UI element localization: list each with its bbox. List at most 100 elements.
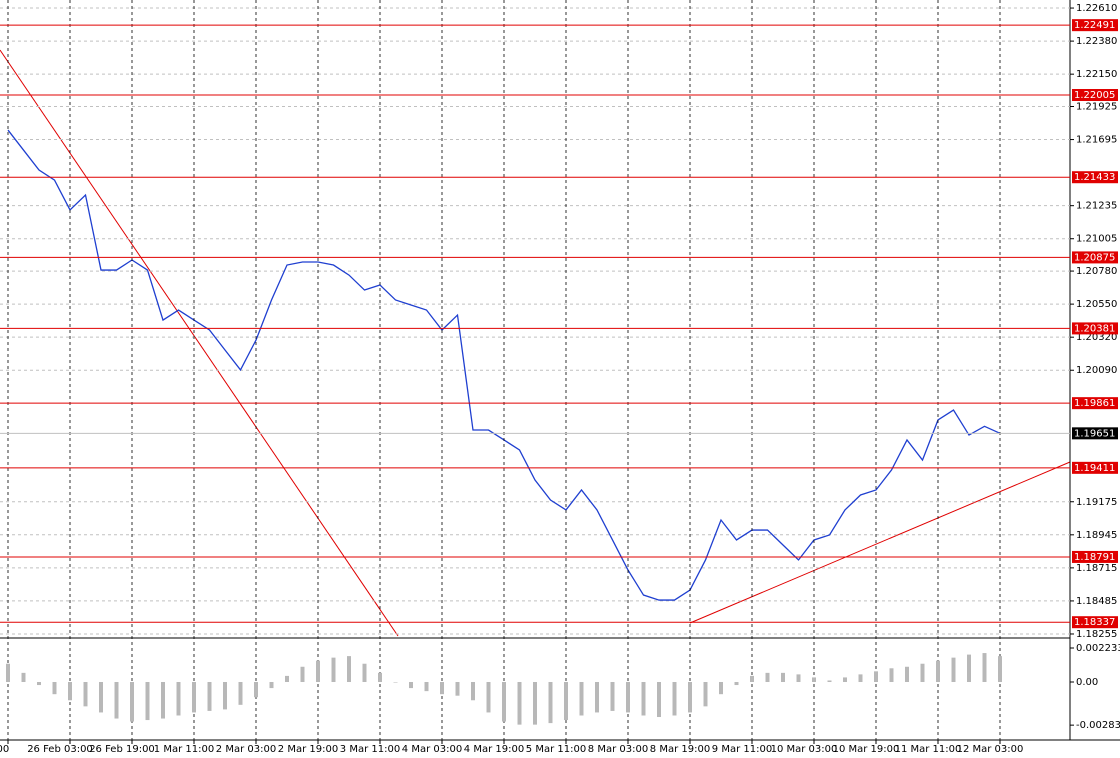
macd-bar — [114, 681, 119, 719]
macd-bar — [936, 660, 940, 682]
y-tick-label: 1.21235 — [1076, 201, 1117, 212]
macd-bar — [951, 657, 956, 682]
macd-bar — [765, 672, 770, 682]
macd-bar — [316, 660, 320, 682]
x-tick-label: 12 Mar 03:00 — [957, 744, 1024, 755]
level-label: 1.21433 — [1074, 172, 1115, 183]
macd-bar — [362, 663, 367, 682]
macd-bar — [533, 681, 537, 725]
x-tick-label: 10 Mar 19:00 — [833, 744, 900, 755]
x-tick-label: 2 Mar 03:00 — [216, 744, 276, 755]
macd-bar — [409, 681, 413, 689]
macd-bar — [905, 666, 909, 682]
macd-bar — [889, 668, 894, 682]
macd-bar — [192, 681, 196, 713]
level-box — [1072, 461, 1118, 474]
macd-bar — [564, 681, 568, 721]
x-tick-label: 5 Mar 11:00 — [526, 744, 586, 755]
macd-bar — [21, 672, 26, 682]
macd-bar — [626, 681, 630, 713]
macd-bar — [641, 681, 646, 716]
macd-bar — [703, 681, 708, 707]
macd-bar — [595, 681, 599, 713]
macd-bar — [548, 681, 553, 724]
macd-bar — [967, 654, 971, 682]
level-box — [1072, 251, 1118, 264]
macd-bar — [83, 681, 88, 707]
x-tick-label: 10 Mar 03:00 — [771, 744, 838, 755]
macd-bar — [874, 671, 878, 682]
macd-bar — [486, 681, 491, 713]
y-tick-label: -0.002834 — [1076, 720, 1120, 731]
y-tick-label: 1.18255 — [1076, 629, 1117, 640]
macd-bar — [610, 681, 615, 711]
level-box — [1072, 19, 1118, 32]
macd-bar — [657, 681, 661, 718]
macd-bar — [300, 666, 305, 682]
y-tick-label: 0.00 — [1076, 677, 1098, 688]
macd-bar — [254, 681, 258, 698]
macd-bar — [672, 681, 677, 716]
macd-bar — [719, 681, 723, 695]
level-label: 1.19411 — [1074, 463, 1115, 474]
x-tick-label: 26 Feb 03:00 — [27, 744, 93, 755]
macd-bar — [207, 681, 212, 711]
macd-bar — [579, 681, 584, 716]
x-tick-label: 26 Feb 19:00 — [89, 744, 155, 755]
y-tick-label: 1.18715 — [1076, 563, 1117, 574]
level-label: 1.22491 — [1074, 20, 1115, 31]
level-label: 1.20875 — [1074, 252, 1115, 263]
macd-bar — [238, 681, 243, 705]
macd-bar — [781, 672, 785, 682]
x-tick-label: 2 Mar 19:00 — [278, 744, 338, 755]
macd-bar — [347, 656, 351, 682]
y-tick-label: 1.20090 — [1076, 365, 1117, 376]
macd-bar — [734, 681, 739, 686]
trend-line — [0, 49, 399, 637]
macd-bar — [982, 653, 987, 682]
level-box — [1072, 171, 1118, 184]
current-price-label: 1.19651 — [1074, 428, 1115, 439]
level-label: 1.18791 — [1074, 552, 1115, 563]
macd-bar — [424, 681, 429, 692]
y-tick-label: 1.21695 — [1076, 135, 1117, 146]
level-box — [1072, 550, 1118, 563]
y-tick-label: 1.22380 — [1076, 36, 1117, 47]
macd-bar — [161, 681, 165, 719]
trend-line — [689, 461, 1071, 624]
macd-bar — [455, 681, 460, 696]
x-tick-label: 1:00 — [0, 744, 9, 755]
y-tick-label: 1.21005 — [1076, 234, 1117, 245]
y-tick-label: 1.20320 — [1076, 332, 1117, 343]
macd-bar — [223, 681, 227, 710]
level-box — [1072, 89, 1118, 102]
macd-bar — [796, 674, 801, 682]
macd-bar — [176, 681, 181, 716]
macd-bar — [471, 681, 475, 701]
macd-bar — [812, 677, 816, 682]
x-tick-label: 9 Mar 11:00 — [712, 744, 772, 755]
y-tick-label: 0.002233 — [1076, 643, 1120, 654]
macd-bar — [440, 681, 444, 695]
macd-bar — [750, 675, 754, 682]
macd-bar — [502, 681, 506, 722]
macd-bar — [517, 681, 522, 725]
macd-bar — [68, 681, 72, 701]
macd-bar — [6, 663, 10, 682]
level-label: 1.20381 — [1074, 323, 1115, 334]
macd-bar — [688, 681, 692, 713]
macd-bar — [843, 677, 847, 682]
macd-bar — [130, 681, 134, 722]
macd-bar — [378, 672, 382, 682]
x-tick-label: 8 Mar 03:00 — [588, 744, 648, 755]
level-box — [1072, 616, 1118, 629]
y-tick-label: 1.20780 — [1076, 266, 1117, 277]
level-label: 1.18337 — [1074, 617, 1115, 628]
level-box — [1072, 322, 1118, 335]
y-tick-label: 1.19175 — [1076, 497, 1117, 508]
x-tick-label: 11 Mar 11:00 — [895, 744, 962, 755]
macd-bar — [998, 656, 1002, 682]
macd-bar — [827, 680, 832, 682]
